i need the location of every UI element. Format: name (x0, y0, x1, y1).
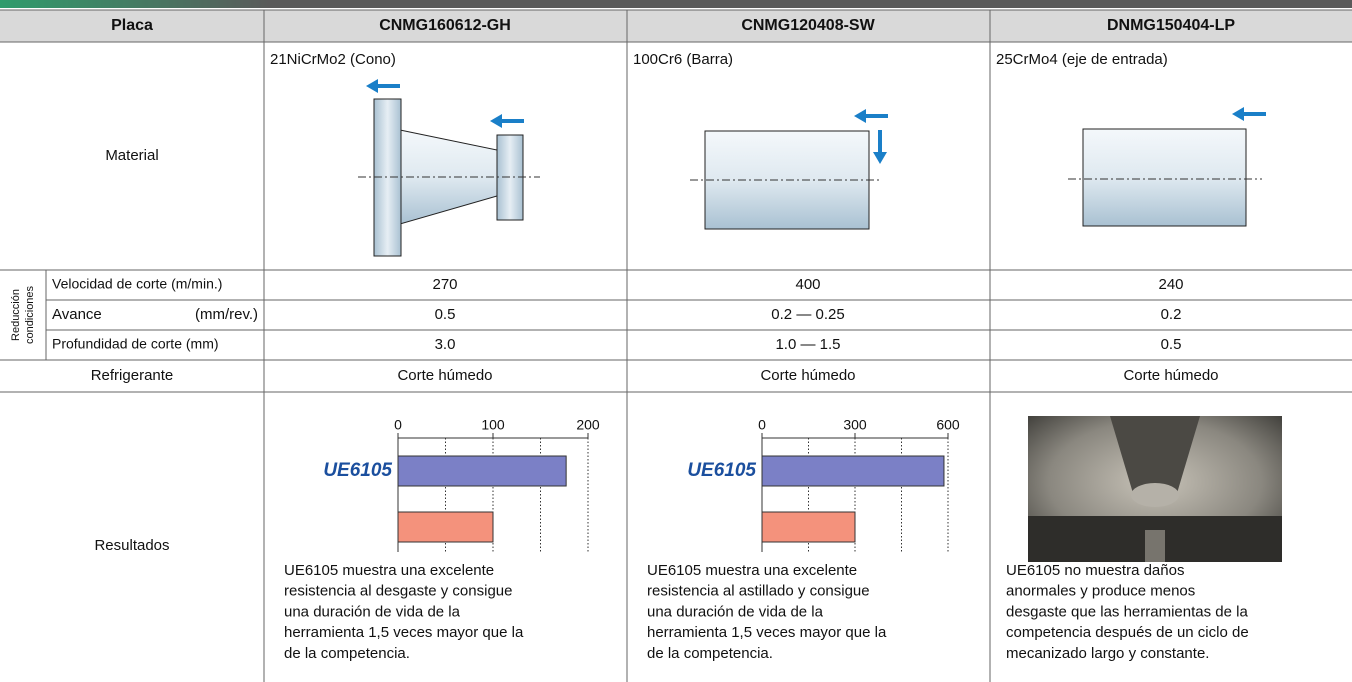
result-photo (1028, 416, 1282, 562)
series-label: UE6105 (687, 460, 756, 481)
grid (0, 9, 1352, 682)
value-cell: 0.5 (435, 306, 456, 323)
material-name: 100Cr6 (Barra) (633, 51, 733, 68)
bar (397, 455, 567, 487)
x-tick-label: 300 (843, 417, 867, 433)
row-label: Velocidad de corte (m/min.) (52, 276, 222, 292)
group-label: condiciones (24, 285, 36, 344)
header-cell: CNMG160612-GH (379, 17, 511, 34)
result-text: herramienta 1,5 veces mayor que la (284, 624, 524, 641)
row-label: Refrigerante (91, 367, 174, 384)
row-label: Profundidad de corte (mm) (52, 336, 219, 352)
result-text: competencia después de un ciclo de (1006, 624, 1249, 641)
result-text: de la competencia. (647, 645, 773, 662)
header-bg (0, 10, 1352, 42)
header-cell: DNMG150404-LP (1107, 17, 1235, 34)
drawing-bar (690, 109, 888, 230)
result-text: resistencia al desgaste y consigue (284, 583, 512, 600)
value-cell: 270 (432, 276, 457, 293)
material-name: 25CrMo4 (eje de entrada) (996, 51, 1168, 68)
results-chart: 0 100 200 UE6105 (323, 417, 600, 552)
header-cell: Placa (111, 17, 153, 34)
bar (397, 511, 494, 543)
group-label: Reducción (10, 289, 22, 341)
result-text: de la competencia. (284, 645, 410, 662)
result-text: UE6105 muestra una excelente (284, 562, 494, 579)
top-bar (0, 0, 1352, 8)
x-tick-label: 0 (758, 417, 766, 433)
x-tick-label: 600 (936, 417, 960, 433)
result-text: herramienta 1,5 veces mayor que la (647, 624, 887, 641)
value-cell: 240 (1158, 276, 1183, 293)
row-label: Resultados (94, 537, 169, 554)
value-cell: 1.0 — 1.5 (775, 336, 840, 353)
value-cell: 0.5 (1161, 336, 1182, 353)
series-label: UE6105 (323, 460, 392, 481)
value-cell: Corte húmedo (1123, 367, 1218, 384)
value-cell: Corte húmedo (397, 367, 492, 384)
value-cell: 3.0 (435, 336, 456, 353)
x-tick-label: 0 (394, 417, 402, 433)
value-cell: 400 (795, 276, 820, 293)
result-text: desgaste que las herramientas de la (1006, 603, 1248, 620)
row-label: Avance (52, 306, 102, 323)
bar (761, 455, 945, 487)
row-unit: (mm/rev.) (195, 306, 258, 323)
result-text: una duración de vida de la (284, 603, 461, 620)
x-tick-label: 100 (481, 417, 505, 433)
results-chart: 0 300 600 UE6105 (687, 417, 960, 552)
x-tick-label: 200 (576, 417, 600, 433)
row-label: Material (105, 147, 158, 164)
value-cell: 0.2 — 0.25 (771, 306, 844, 323)
result-text: UE6105 no muestra daños (1006, 562, 1184, 579)
result-text: UE6105 muestra una excelente (647, 562, 857, 579)
value-cell: Corte húmedo (760, 367, 855, 384)
top-accent (0, 0, 270, 8)
result-text: mecanizado largo y constante. (1006, 645, 1209, 662)
result-text: una duración de vida de la (647, 603, 824, 620)
result-text: anormales y produce menos (1006, 583, 1195, 600)
bar (761, 511, 856, 543)
drawing-cone (358, 79, 540, 257)
value-cells: 270 400 240 0.5 0.2 — 0.25 0.2 3.0 1.0 — 1.5 0.5… (284, 276, 1249, 662)
value-cell: 0.2 (1161, 306, 1182, 323)
drawing-shaft (1068, 107, 1266, 227)
material-name: 21NiCrMo2 (Cono) (270, 51, 396, 68)
header-cell: CNMG120408-SW (741, 17, 875, 34)
result-text: resistencia al astillado y consigue (647, 583, 870, 600)
